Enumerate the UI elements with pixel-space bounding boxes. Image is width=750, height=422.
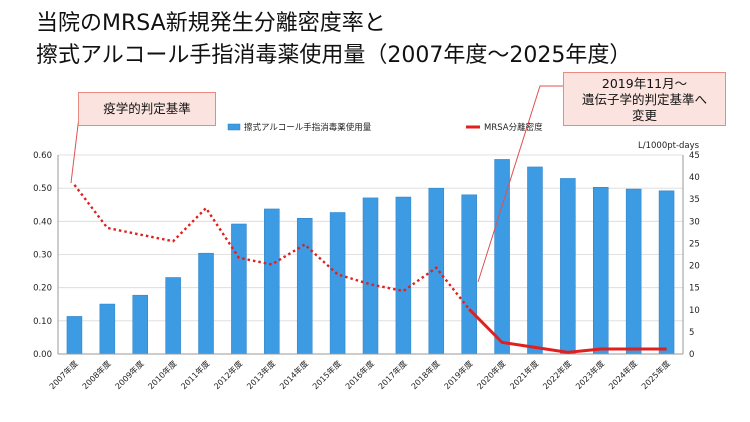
bar (296, 217, 313, 355)
bar (395, 196, 412, 355)
line-series (73, 184, 667, 354)
left-tick-label: 0.50 (33, 184, 52, 194)
legend-bar-label: 擦式アルコール手指消毒薬使用量 (244, 122, 372, 133)
right-tick-label: 45 (689, 151, 700, 161)
x-tick-label: 2008年度 (80, 358, 113, 391)
bar (658, 190, 675, 355)
callout-genetic-criteria: 2019年11月～ 遺伝子学的判定基準へ 変更 (563, 72, 726, 126)
bar-series (66, 159, 675, 355)
x-tick-label: 2015年度 (310, 358, 343, 391)
x-tick-label: 2018年度 (409, 358, 442, 391)
bar (231, 223, 247, 355)
callout-right-line3: 変更 (631, 108, 657, 123)
callout-right-line1: 2019年11月～ (601, 76, 688, 91)
bar (329, 212, 346, 355)
bar (132, 294, 148, 355)
right-tick-label: 5 (689, 328, 694, 338)
x-tick-label: 2024年度 (606, 358, 639, 391)
left-tick-label: 0.10 (33, 317, 52, 327)
x-tick-label: 2017年度 (376, 358, 409, 391)
x-axis-ticks: 2007年度 2008年度 2009年度 2010年度 2011年度 2012年度 2013… (47, 358, 672, 391)
left-tick-label: 0.40 (33, 217, 52, 227)
bar (198, 252, 214, 355)
legend: 擦式アルコール手指消毒薬使用量 MRSA分離密度 (227, 122, 543, 133)
right-tick-label: 35 (689, 195, 700, 205)
x-tick-label: 2012年度 (212, 358, 245, 391)
bar (165, 277, 181, 355)
x-tick-label: 2019年度 (442, 358, 475, 391)
right-tick-label: 30 (689, 217, 700, 227)
right-axis-unit: L/1000pt-days (638, 141, 700, 151)
axes (57, 155, 684, 355)
callout-right-line2: 遺伝子学的判定基準へ (581, 92, 707, 107)
x-tick-label: 2023年度 (573, 358, 606, 391)
bar (527, 166, 543, 355)
x-tick-label: 2013年度 (244, 358, 277, 391)
right-tick-label: 40 (689, 173, 700, 183)
right-tick-label: 0 (689, 350, 694, 360)
right-tick-label: 15 (689, 284, 700, 294)
x-tick-label: 2021年度 (508, 358, 541, 391)
bar (461, 194, 477, 355)
x-tick-label: 2022年度 (541, 358, 574, 391)
x-tick-label: 2010年度 (146, 358, 179, 391)
x-tick-label: 2014年度 (277, 358, 310, 391)
x-tick-label: 2020年度 (475, 358, 508, 391)
x-tick-label: 2011年度 (179, 358, 212, 391)
legend-bar-swatch (227, 123, 241, 131)
x-tick-label: 2009年度 (113, 358, 146, 391)
bar (625, 188, 642, 355)
left-tick-label: 0.30 (33, 251, 52, 261)
legend-line-label: MRSA分離密度 (484, 122, 543, 133)
page-subtitle: 擦式アルコール手指消毒薬使用量（2007年度～2025年度） (36, 43, 632, 68)
left-tick-label: 0.60 (33, 151, 52, 161)
callout-left-text: 疫学的判定基準 (103, 101, 191, 116)
bar (593, 187, 609, 355)
x-tick-label: 2025年度 (639, 358, 672, 391)
callout-right-pointer (477, 85, 563, 283)
left-axis-ticks: 0.00 0.10 0.20 0.30 0.40 0.50 0.60 (33, 151, 52, 360)
bar (264, 208, 280, 355)
right-tick-label: 25 (689, 239, 700, 249)
x-tick-label: 2007年度 (47, 358, 80, 391)
right-axis-ticks: 0 5 10 15 20 25 30 35 40 45 (689, 151, 700, 360)
left-tick-label: 0.00 (33, 350, 52, 360)
mrsa-line-solid (468, 308, 667, 354)
bar (66, 316, 83, 355)
right-tick-label: 10 (689, 306, 700, 316)
x-tick-label: 2016年度 (343, 358, 376, 391)
bar (99, 303, 116, 355)
right-tick-label: 20 (689, 262, 700, 272)
callout-epidemiological-criteria: 疫学的判定基準 (78, 92, 216, 126)
bar (362, 197, 379, 355)
page-title: 当院のMRSA新規発生分離密度率と (36, 11, 386, 36)
left-tick-label: 0.20 (33, 284, 52, 294)
bar (560, 178, 576, 355)
